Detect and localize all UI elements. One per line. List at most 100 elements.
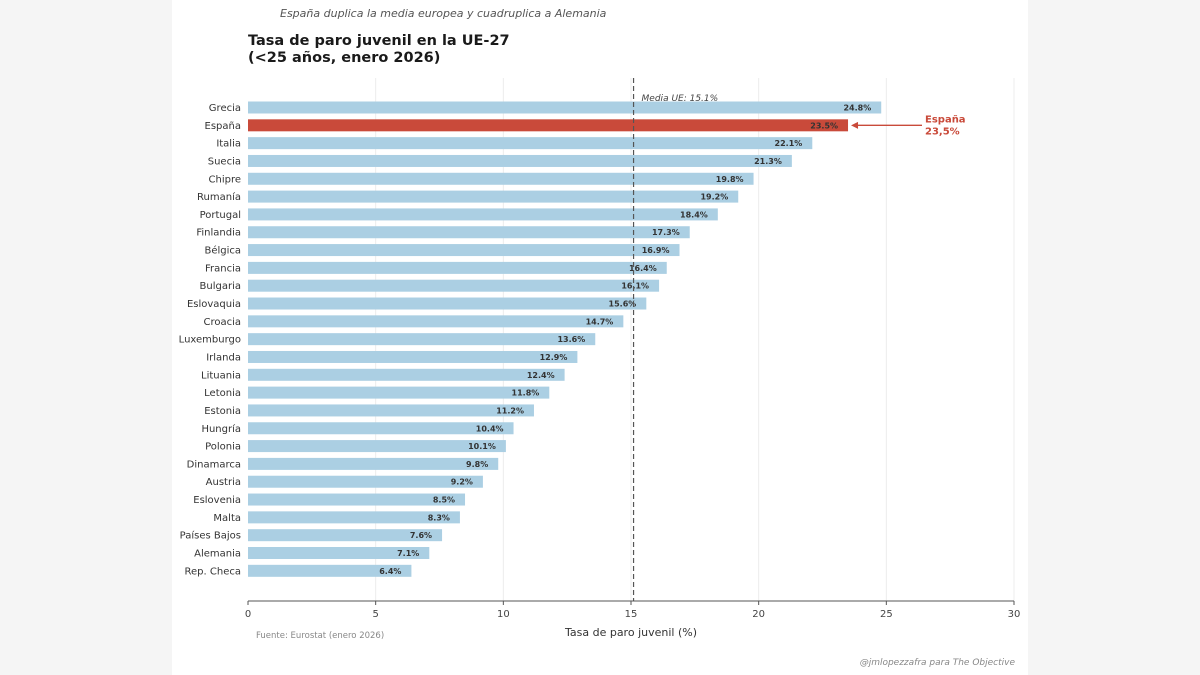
x-tick-label-2: 10 [497,609,510,620]
value-label-10: 16.4% [629,264,657,273]
mean-label: Media UE: 15.1% [642,94,719,104]
value-label-21: 9.8% [466,460,488,469]
bar-12 [248,297,647,310]
bar-15 [248,350,578,363]
bar-4 [248,154,792,167]
value-label-6: 19.2% [700,193,728,202]
bar-3 [248,137,813,150]
category-label-12: Eslovaquia [187,299,241,310]
category-label-6: Rumanía [197,191,241,203]
category-label-19: Hungría [201,423,241,435]
bar-11 [248,279,660,292]
category-label-5: Chipre [209,174,242,185]
category-label-25: Países Bajos [180,530,241,542]
bar-6 [248,190,739,203]
category-label-10: Francia [205,263,241,274]
value-label-22: 9.2% [451,478,473,487]
category-label-17: Letonia [204,388,241,399]
x-tick-label-1: 5 [372,609,378,620]
category-label-7: Portugal [200,210,241,221]
value-label-17: 11.8% [512,389,540,398]
category-label-8: Finlandia [196,228,241,239]
value-label-1: 24.8% [843,104,871,113]
category-label-21: Dinamarca [187,459,241,470]
value-label-14: 13.6% [557,335,585,344]
bar-27 [248,564,412,577]
category-label-9: Bélgica [204,245,241,257]
value-label-26: 7.1% [397,549,419,558]
value-label-11: 16.1% [621,282,649,291]
chart-title: Tasa de paro juvenil en la UE-27 (<25 añ… [248,33,510,67]
x-tick-label-3: 15 [625,609,638,620]
chart-title-line2: (<25 años, enero 2026) [248,50,441,66]
category-label-2: España [205,121,241,132]
value-label-24: 8.3% [428,513,450,522]
category-label-23: Eslovenia [193,495,241,506]
bar-19 [248,422,514,435]
annotation-label-line2: 23,5% [925,126,960,137]
category-label-3: Italia [216,139,241,150]
x-tick-label-0: 0 [245,609,251,620]
author-credit: @jmlopezzafra para The Objective [859,658,1015,668]
category-label-15: Irlanda [206,352,241,363]
value-label-27: 6.4% [379,567,401,576]
bar-14 [248,333,596,346]
value-label-7: 18.4% [680,210,708,219]
x-tick-label-5: 25 [880,609,893,620]
category-label-20: Polonia [205,442,241,453]
bar-20 [248,440,506,453]
x-tick-label-6: 30 [1008,609,1021,620]
bar-2 [248,119,849,132]
category-label-27: Rep. Checa [185,566,241,577]
bar-21 [248,457,499,470]
bar-26 [248,547,430,559]
value-label-4: 21.3% [754,157,782,166]
source-note: Fuente: Eurostat (enero 2026) [256,631,385,641]
value-label-12: 15.6% [609,300,637,309]
category-label-18: Estonia [204,406,241,417]
bar-17 [248,386,550,399]
bar-7 [248,208,718,221]
chart-subtitle: España duplica la media europea y cuadru… [280,7,607,20]
bar-8 [248,226,690,239]
category-label-1: Grecia [209,103,241,114]
bar-13 [248,315,624,328]
bar-1 [248,101,882,114]
category-label-13: Croacia [203,317,241,328]
bar-24 [248,511,460,524]
bar-18 [248,404,534,417]
value-label-18: 11.2% [496,406,524,415]
category-label-22: Austria [206,477,241,488]
x-tick-label-4: 20 [752,609,765,620]
category-label-26: Alemania [194,549,241,560]
bar-25 [248,529,443,542]
annotation-label-line1: España [925,114,966,125]
annotation-arrowhead [851,121,859,129]
chart-title-line1: Tasa de paro juvenil en la UE-27 [248,33,510,49]
x-axis-title: Tasa de paro juvenil (%) [564,626,697,639]
bar-10 [248,261,667,274]
value-label-20: 10.1% [468,442,496,451]
bar-5 [248,172,754,185]
bar-9 [248,244,680,257]
value-label-16: 12.4% [527,371,555,380]
category-label-4: Suecia [208,156,241,167]
category-label-24: Malta [213,513,241,524]
value-label-8: 17.3% [652,228,680,237]
value-label-15: 12.9% [540,353,568,362]
value-label-23: 8.5% [433,496,455,505]
value-label-25: 7.6% [410,531,432,540]
category-label-11: Bulgaria [200,281,241,292]
bar-16 [248,368,565,381]
value-label-9: 16.9% [642,246,670,255]
bar-23 [248,493,466,506]
value-label-19: 10.4% [476,424,504,433]
bar-22 [248,475,483,488]
category-label-16: Lituania [201,370,241,381]
value-label-3: 22.1% [775,139,803,148]
category-label-14: Luxemburgo [179,335,241,346]
value-label-5: 19.8% [716,175,744,184]
value-label-13: 14.7% [586,317,614,326]
value-label-2: 23.5% [810,121,838,130]
